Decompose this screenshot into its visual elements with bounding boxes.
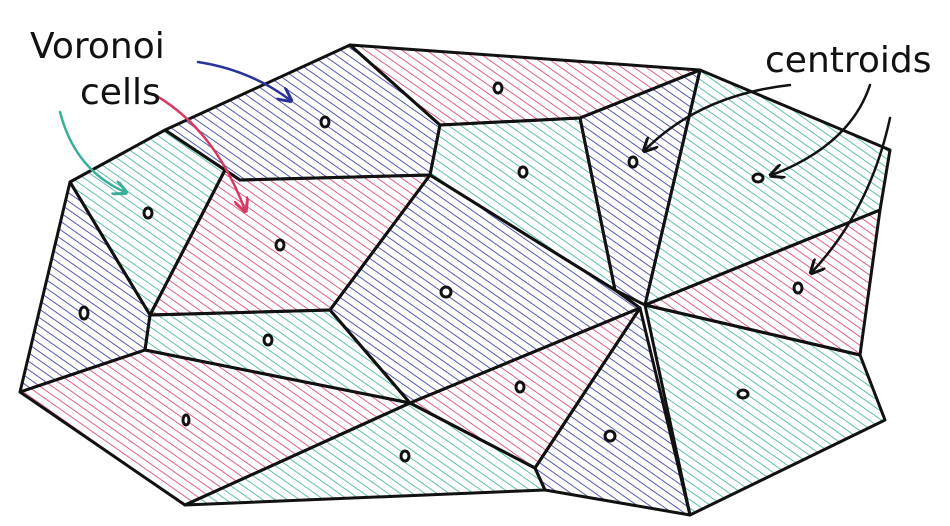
centroid — [80, 307, 88, 319]
centroid — [183, 415, 189, 425]
centroid — [605, 431, 615, 441]
voronoi-cells — [20, 45, 890, 515]
centroid — [516, 382, 524, 392]
centroid — [401, 451, 409, 461]
centroid — [738, 390, 748, 398]
centroid — [494, 83, 502, 93]
centroid — [794, 283, 802, 293]
centroid — [629, 157, 637, 167]
label-centroids: centroids — [765, 40, 932, 81]
centroid — [321, 117, 329, 127]
label-voronoi: Voronoi — [30, 26, 165, 67]
centroid — [264, 335, 272, 345]
label-cells: cells — [80, 72, 161, 113]
centroid — [276, 240, 284, 250]
centroid — [144, 208, 152, 218]
centroid — [753, 174, 763, 182]
centroid — [519, 167, 527, 177]
centroid — [441, 287, 451, 297]
